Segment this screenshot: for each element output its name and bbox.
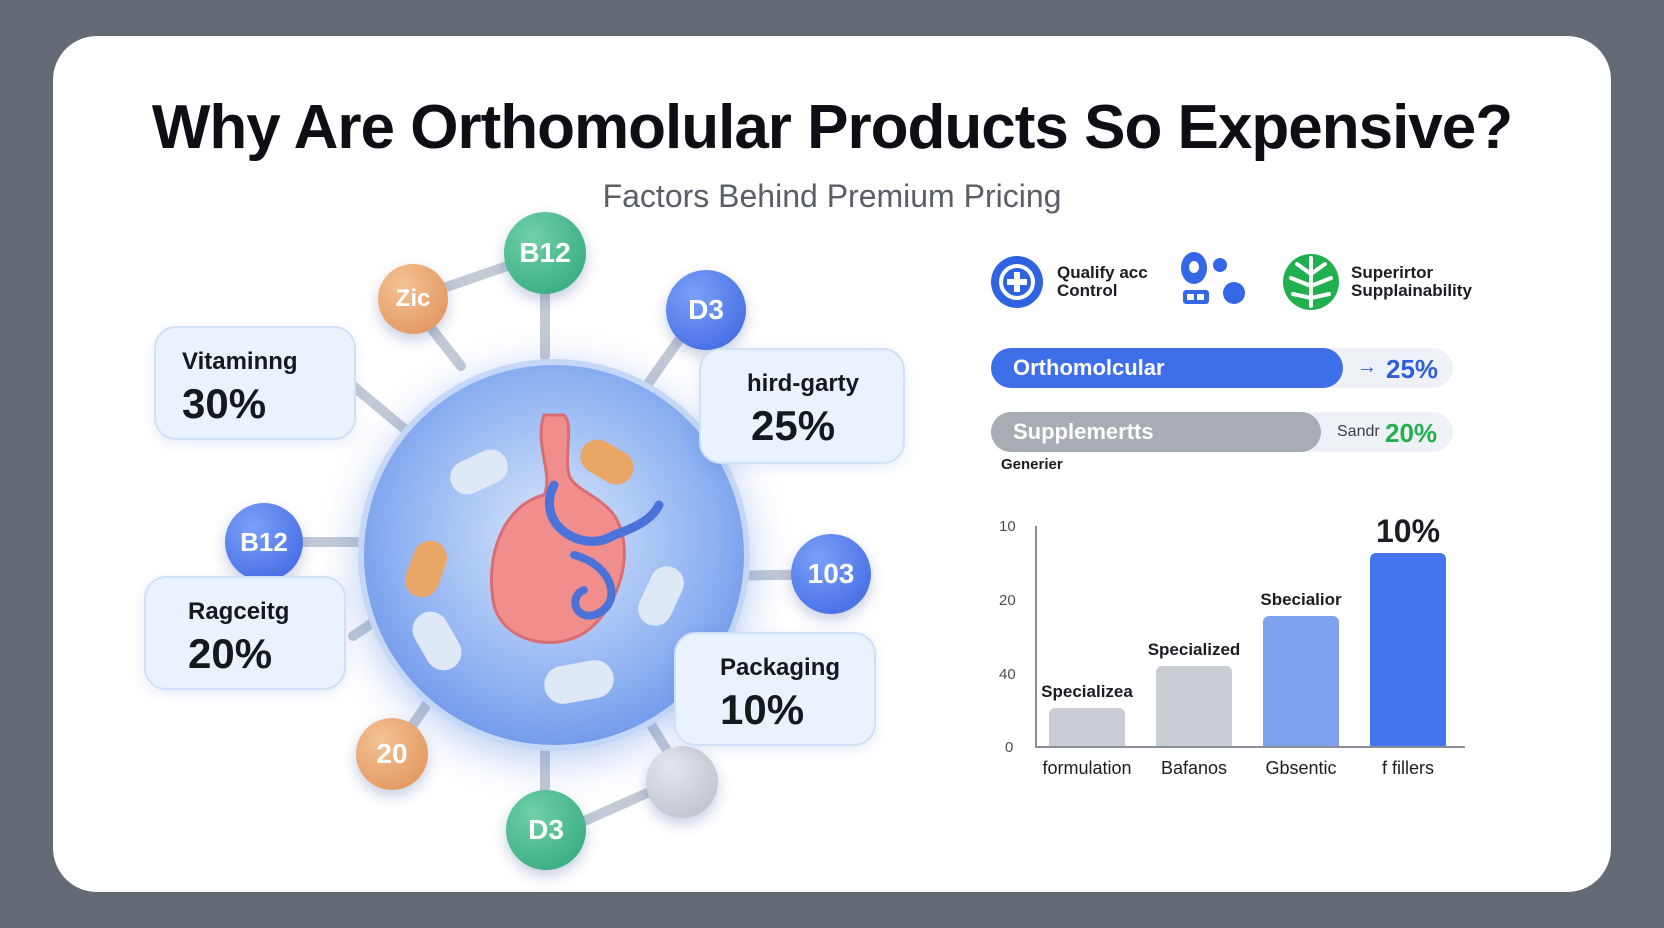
- chart-bar-label: Specializea: [1041, 682, 1133, 701]
- chart-bar: [1370, 553, 1446, 746]
- comparison-note: Generier: [1001, 456, 1063, 473]
- legend-sustainability-line1: Superirtor: [1351, 263, 1434, 282]
- factor-name: Packaging: [720, 654, 841, 681]
- vitamin-node-b12-top: B12: [504, 212, 586, 294]
- mineral-node-zinc: Zic: [378, 264, 448, 334]
- arrow-right-icon: →: [1357, 356, 1377, 378]
- factor-percent: 25%: [751, 402, 836, 449]
- legend-quality-line2: Control: [1057, 281, 1118, 300]
- comparison-bar: Orthomolcular: [991, 348, 1343, 388]
- chart-bar-label: 10%: [1375, 513, 1441, 549]
- chart-category-label: Gbsentic: [1265, 758, 1337, 778]
- lung-organ-icon: [489, 413, 664, 644]
- factor-name: Vitaminng: [182, 348, 298, 375]
- nutrient-node-103: 103: [791, 534, 871, 614]
- page-subtitle: Factors Behind Premium Pricing: [602, 178, 1062, 214]
- y-tick: 40: [999, 666, 1016, 683]
- factor-box-vitamins: Vitaminng 30%: [154, 326, 356, 440]
- legend-quality-line1: Qualify acc: [1057, 263, 1148, 282]
- comparison-prefix: Sandr: [1337, 423, 1380, 440]
- factor-box-third-party: hird-garty 25%: [699, 348, 905, 464]
- comparison-bar: Supplemertts: [991, 412, 1321, 452]
- chart-bar: [1049, 708, 1125, 746]
- page-title: Why Are Orthomolular Products So Expensi…: [151, 93, 1513, 162]
- bar-chart: 10 20 40 0 Specializea formulation Special…: [983, 506, 1603, 866]
- comparison-row-supplements: Supplemertts Sandr 20%: [991, 412, 1453, 452]
- y-tick: 10: [999, 518, 1016, 535]
- factor-box-packaging: Packaging 10%: [674, 632, 876, 746]
- factor-box-packaging-left: Ragceitg 20%: [144, 576, 346, 690]
- y-axis: [1035, 526, 1037, 748]
- infographic-card: Why Are Orthomolular Products So Expensi…: [53, 36, 1611, 892]
- comparison-value: 20%: [1385, 418, 1438, 448]
- chart-bar-label: Sbecialior: [1260, 590, 1342, 609]
- comparison-value: 25%: [1386, 354, 1439, 384]
- vitamin-node-b12-left: B12: [225, 503, 303, 581]
- vitamin-node-d3-top: D3: [666, 270, 746, 350]
- factor-name: hird-garty: [747, 370, 860, 397]
- chart-bar: [1156, 666, 1232, 746]
- molecule-cluster-icon: [1181, 252, 1251, 312]
- factor-name: Ragceitg: [188, 598, 290, 625]
- factor-percent: 20%: [188, 630, 273, 677]
- comparison-row-orthomolecular: Orthomolcular → 25%: [991, 348, 1453, 388]
- leaf-globe-icon: [1283, 254, 1339, 310]
- chart-category-label: formulation: [1042, 758, 1132, 778]
- legend-sustainability-line2: Supplainability: [1351, 281, 1472, 300]
- shield-plus-icon: [991, 256, 1043, 308]
- nutrient-node-20: 20: [356, 718, 428, 790]
- chart-bar-label: Specialized: [1147, 640, 1241, 659]
- x-axis: [1035, 746, 1465, 748]
- capsule: [405, 605, 469, 677]
- capsule: [400, 535, 452, 603]
- chart-category-label: Bafanos: [1160, 758, 1228, 778]
- y-tick: 20: [999, 592, 1016, 609]
- factor-percent: 30%: [182, 380, 267, 427]
- capsule: [541, 657, 617, 707]
- chart-bar: [1263, 616, 1339, 746]
- factor-percent: 10%: [720, 686, 805, 733]
- y-tick: 0: [1005, 739, 1014, 756]
- vitamin-node-d3-bottom: D3: [506, 790, 586, 870]
- chart-category-label: f fillers: [1381, 758, 1434, 778]
- blank-node: [646, 746, 718, 818]
